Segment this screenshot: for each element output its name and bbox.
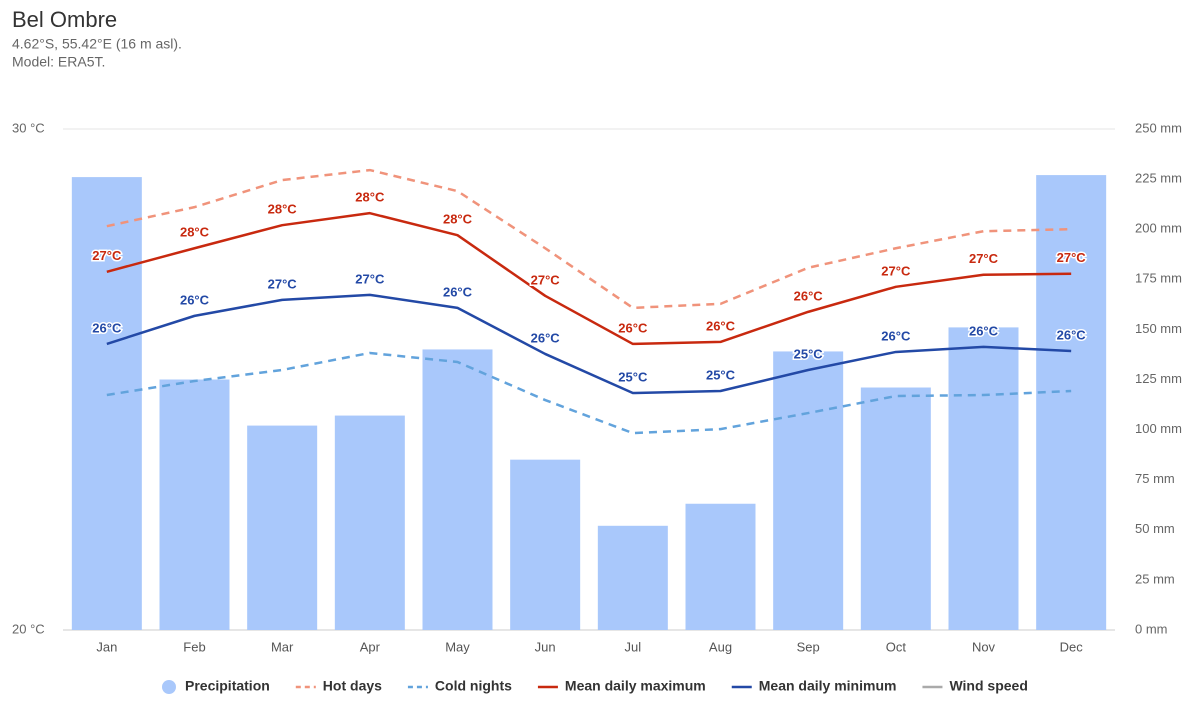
data-label: 28°C	[355, 190, 385, 205]
y2-tick-label: 175 mm	[1135, 271, 1182, 286]
legend-label[interactable]: Mean daily maximum	[565, 678, 706, 694]
precipitation-bar	[948, 327, 1019, 630]
data-label: 28°C	[180, 225, 210, 240]
x-tick-label: Sep	[797, 639, 820, 654]
precipitation-bar	[510, 459, 581, 630]
line-series	[106, 168, 1072, 310]
legend-label[interactable]: Cold nights	[435, 678, 512, 694]
data-label: 27°C	[1057, 250, 1087, 265]
y2-tick-label: 75 mm	[1135, 471, 1175, 486]
precipitation-bar	[773, 351, 844, 630]
y2-tick-label: 200 mm	[1135, 221, 1182, 236]
y2-tick-label: 100 mm	[1135, 421, 1182, 436]
data-label: 27°C	[969, 251, 999, 266]
chart-title: Bel Ombre	[12, 7, 117, 32]
legend-label[interactable]: Wind speed	[949, 678, 1027, 694]
data-label: 26°C	[706, 318, 736, 333]
precipitation-bar	[860, 387, 931, 630]
data-label: 26°C	[180, 292, 210, 307]
y-tick-label: 20 °C	[12, 621, 45, 636]
data-label: 26°C	[1057, 327, 1087, 342]
x-tick-label: Dec	[1060, 639, 1084, 654]
y2-tick-label: 25 mm	[1135, 571, 1175, 586]
data-label: 27°C	[881, 263, 911, 278]
x-tick-label: Nov	[972, 639, 996, 654]
precipitation-bar	[334, 415, 405, 630]
data-label: 25°C	[618, 369, 648, 384]
data-label: 27°C	[355, 271, 385, 286]
x-tick-label: Jan	[96, 639, 117, 654]
legend-label[interactable]: Hot days	[323, 678, 382, 694]
y-tick-label: 30 °C	[12, 120, 45, 135]
data-label: 28°C	[443, 212, 473, 227]
legend-label[interactable]: Mean daily minimum	[759, 678, 897, 694]
data-label: 26°C	[443, 284, 473, 299]
precipitation-bar	[422, 349, 493, 630]
precipitation-bar	[1036, 175, 1107, 631]
chart-subtitle: Model: ERA5T.	[12, 54, 105, 70]
data-label: 25°C	[706, 367, 736, 382]
data-label: 26°C	[531, 330, 561, 345]
precipitation-bar	[71, 177, 142, 630]
y2-tick-label: 0 mm	[1135, 621, 1168, 636]
data-label: 26°C	[618, 320, 648, 335]
line-series	[106, 293, 1072, 395]
line-series	[106, 351, 1072, 435]
data-label: 28°C	[268, 202, 298, 217]
x-tick-label: Feb	[183, 639, 205, 654]
precipitation-bar	[685, 503, 756, 630]
y2-tick-label: 225 mm	[1135, 171, 1182, 186]
data-label: 27°C	[92, 248, 122, 263]
data-label: 26°C	[92, 320, 122, 335]
x-tick-label: Jun	[535, 639, 556, 654]
data-label: 25°C	[794, 346, 824, 361]
legend-symbol	[162, 680, 176, 694]
legend-label[interactable]: Precipitation	[185, 678, 270, 694]
line-series	[106, 211, 1072, 346]
data-label: 26°C	[794, 288, 824, 303]
data-label: 26°C	[881, 328, 911, 343]
x-tick-label: Mar	[271, 639, 294, 654]
x-tick-label: Aug	[709, 639, 732, 654]
x-tick-label: Apr	[360, 639, 381, 654]
x-tick-label: Jul	[625, 639, 642, 654]
data-label: 27°C	[268, 276, 298, 291]
y2-tick-label: 150 mm	[1135, 321, 1182, 336]
precipitation-bar	[159, 379, 230, 630]
data-label: 26°C	[969, 323, 999, 338]
y2-tick-label: 250 mm	[1135, 120, 1182, 135]
x-tick-label: May	[445, 639, 470, 654]
y2-tick-label: 50 mm	[1135, 521, 1175, 536]
chart-subtitle: 4.62°S, 55.42°E (16 m asl).	[12, 36, 182, 52]
precipitation-bar	[247, 425, 318, 630]
x-tick-label: Oct	[886, 639, 907, 654]
y2-tick-label: 125 mm	[1135, 371, 1182, 386]
precipitation-bar	[597, 525, 668, 630]
data-label: 27°C	[531, 272, 561, 287]
